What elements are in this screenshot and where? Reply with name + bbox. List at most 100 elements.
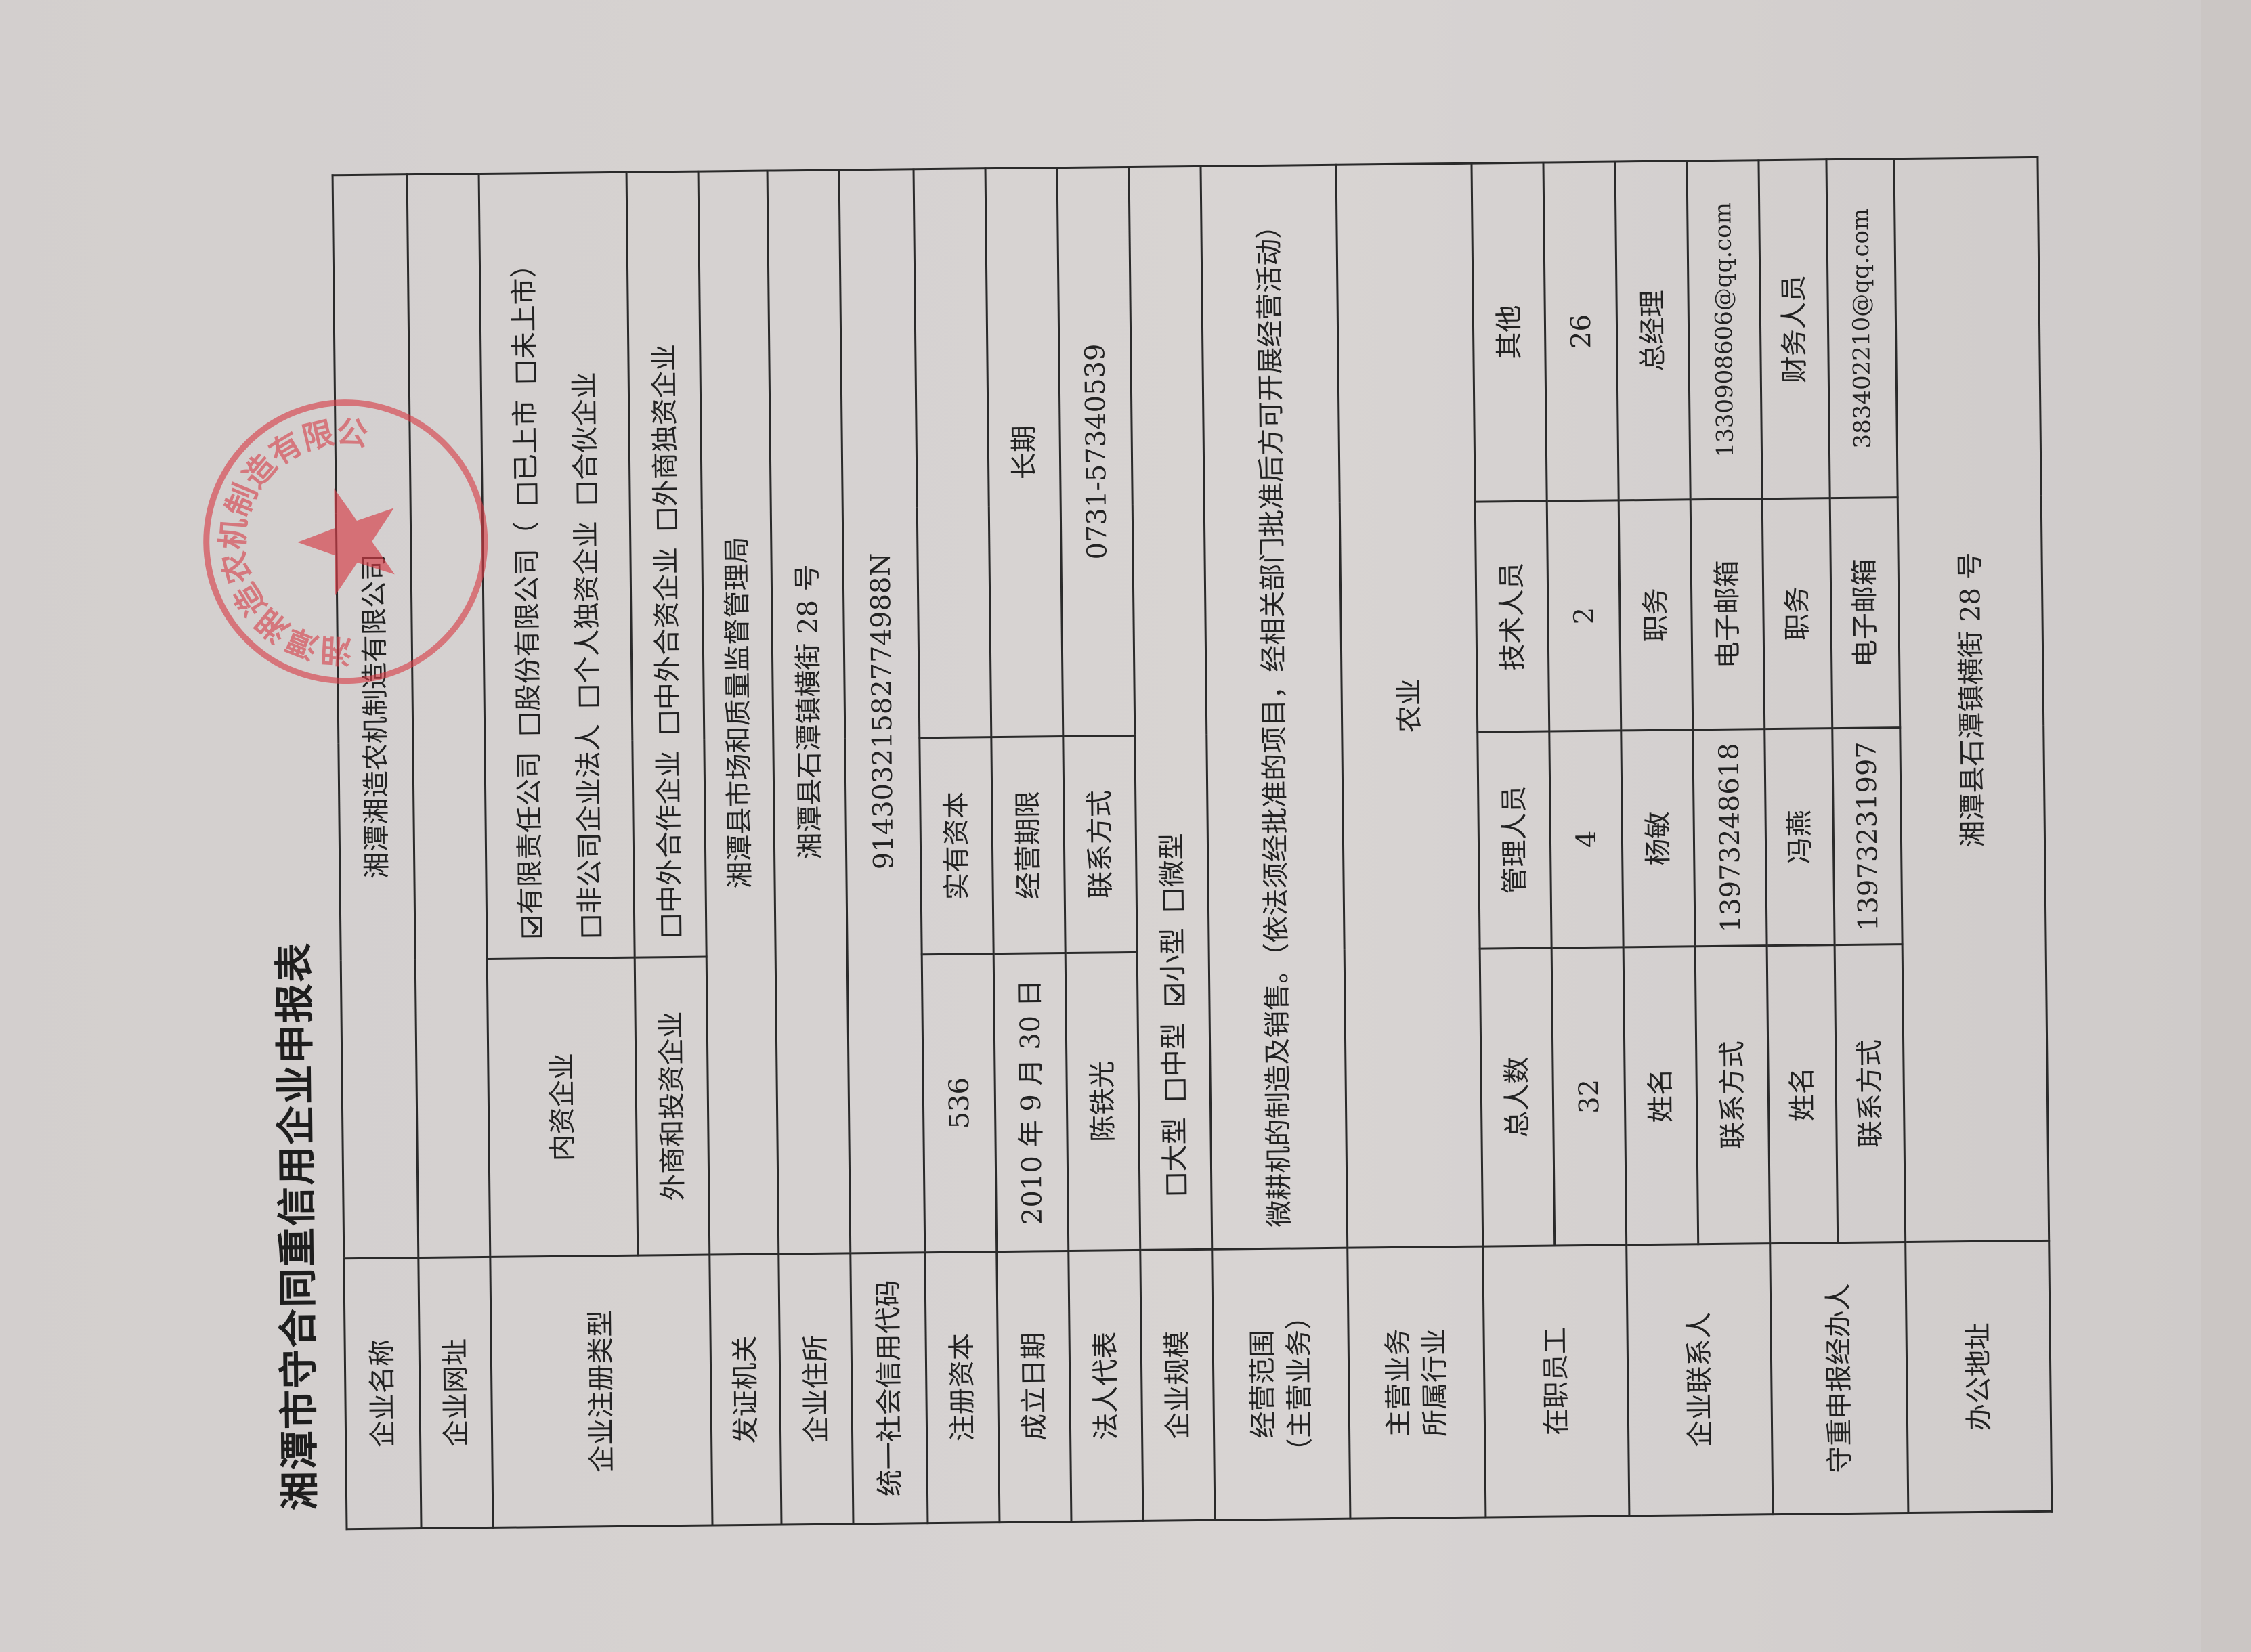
option-label: 中型 <box>1158 1022 1191 1077</box>
office-address-value: 湘潭县石潭镇横街 28 号 <box>1893 157 2049 1242</box>
label: 联系方式 <box>1695 945 1770 1244</box>
label: 办公地址 <box>1905 1240 2052 1513</box>
checkbox-option[interactable]: 有限责任公司 <box>513 752 546 938</box>
row-credit-code: 统一社会信用代码 91430321582774988N <box>839 169 928 1524</box>
label-sub: （主营业务） <box>1283 1302 1316 1466</box>
option-label: 微型 <box>1156 833 1188 888</box>
label-sub: 所属行业 <box>1419 1328 1451 1437</box>
label: 法人代表 <box>1068 1250 1143 1522</box>
option-label: 股份有限公司（ <box>511 521 544 712</box>
checkbox-icon[interactable] <box>580 916 601 937</box>
label-main: 经营范围 <box>1247 1330 1279 1439</box>
label: 企业联系人 <box>1626 1243 1773 1516</box>
sub-label: 外商和投资企业 <box>635 957 710 1256</box>
label: 联系方式 <box>1063 735 1138 953</box>
label: 统一社会信用代码 <box>850 1252 928 1524</box>
row-capital: 注册资本 536 实有资本 <box>914 168 1000 1523</box>
checkbox-icon[interactable] <box>660 915 681 936</box>
label: 经营期限 <box>991 736 1066 954</box>
row-scale: 企业规模 大型 中型 小型 微型 <box>1129 166 1215 1521</box>
checkbox-icon[interactable] <box>515 362 536 383</box>
sub-label: 内资企业 <box>487 957 638 1257</box>
label: 职务 <box>1762 498 1832 729</box>
label-main: 主营业务 <box>1382 1328 1415 1437</box>
label: 企业名称 <box>343 1257 422 1529</box>
label: 发证机关 <box>709 1253 781 1526</box>
capital-value: 536 <box>922 953 997 1253</box>
checkbox-icon[interactable] <box>519 714 540 735</box>
option-label: 外商独资企业 <box>648 343 682 507</box>
checked-box-icon[interactable] <box>1163 984 1184 1005</box>
applicant-phone: 13973231997 <box>1832 727 1903 945</box>
option-label: 中外合作企业 <box>652 749 686 913</box>
header-cell: 其他 <box>1471 162 1547 502</box>
label: 姓名 <box>1767 944 1838 1244</box>
checkbox-icon[interactable] <box>1165 1174 1186 1195</box>
label: 经营范围 （主营业务） <box>1212 1248 1350 1521</box>
option-label: 有限责任公司 <box>513 752 546 915</box>
checkbox-option[interactable]: 已上市 <box>510 399 542 504</box>
foreign-options: 中外合作企业中外合资企业外商独资企业 <box>626 171 707 958</box>
address-value: 湘潭县石潭镇横街 28 号 <box>767 169 851 1254</box>
label: 电子邮箱 <box>1690 498 1765 730</box>
founded-value: 2010 年 9 月 30 日 <box>993 953 1069 1252</box>
paper-background <box>0 0 2201 1652</box>
checkbox-option[interactable]: 股份有限公司（ <box>511 521 544 735</box>
checkbox-icon[interactable] <box>658 712 679 733</box>
label: 职务 <box>1618 499 1693 731</box>
label: 主营业务 所属行业 <box>1347 1246 1486 1519</box>
row-legal-rep: 法人代表 陈铁光 联系方式 0731-57340539 <box>1057 167 1143 1522</box>
label: 联系方式 <box>1835 944 1906 1243</box>
checkbox-option[interactable]: 大型 <box>1159 1117 1191 1195</box>
checkbox-option[interactable]: 小型 <box>1157 928 1189 1005</box>
checkbox-icon[interactable] <box>1165 1079 1186 1100</box>
label: 姓名 <box>1623 946 1698 1245</box>
applicant-title: 财务人员 <box>1758 159 1830 499</box>
row-contact-name: 企业联系人 姓名 杨敏 职务 总经理 <box>1614 160 1773 1516</box>
label: 电子邮箱 <box>1830 497 1900 729</box>
credit-code-value: 91430321582774988N <box>839 169 925 1253</box>
checkbox-icon[interactable] <box>576 483 597 504</box>
checkbox-icon[interactable] <box>656 508 677 530</box>
checkbox-option[interactable]: 非公司企业法人 <box>572 724 606 937</box>
row-employees-header: 在职员工 总人数 管理人员 技术人员 其他 <box>1471 162 1629 1518</box>
checkbox-icon[interactable] <box>578 686 599 707</box>
checkbox-icon[interactable] <box>1163 890 1184 911</box>
checkbox-option[interactable]: 中外合作企业 <box>653 750 686 936</box>
value-cell: 26 <box>1543 161 1619 502</box>
checked-box-icon[interactable] <box>521 917 542 938</box>
option-label: 非公司企业法人 <box>572 724 606 914</box>
checkbox-option[interactable]: 中外合资企业 <box>651 547 684 733</box>
row-business-scope: 经营范围 （主营业务） 微耕机的制造及销售。（依法须经批准的项目，经相关部门批准后… <box>1201 165 1350 1521</box>
label: 注册资本 <box>924 1251 1000 1523</box>
checkbox-option[interactable]: 合伙企业 <box>569 372 601 504</box>
term-value: 长期 <box>985 167 1063 737</box>
row-industry: 主营业务 所属行业 农业 <box>1335 163 1486 1519</box>
checkbox-option[interactable]: 微型 <box>1156 833 1188 911</box>
option-label: 已上市 <box>509 399 542 481</box>
checkbox-option[interactable]: 外商独资企业 <box>648 343 682 530</box>
option-label: 个人独资企业 <box>570 521 603 684</box>
applicant-name: 冯燕 <box>1764 728 1835 946</box>
industry-value: 农业 <box>1335 163 1483 1248</box>
checkbox-option[interactable]: 中型 <box>1158 1022 1190 1100</box>
label: 成立日期 <box>996 1251 1071 1523</box>
header-cell: 总人数 <box>1480 948 1555 1247</box>
scale-options: 大型中型小型微型 <box>1129 166 1212 1251</box>
row-website: 企业网址 <box>407 173 494 1529</box>
value-cell: 4 <box>1549 730 1624 949</box>
business-scope-value: 微耕机的制造及销售。（依法须经批准的项目，经相关部门批准后方可开展经营活动） <box>1201 165 1348 1250</box>
row-company-name: 企业名称 湘潭湘造农机制造有限公司 <box>333 174 422 1529</box>
label: 守重申报经办人 <box>1770 1242 1908 1515</box>
label: 企业规模 <box>1140 1249 1215 1521</box>
form-title: 湘潭市守合同重信用企业申报表 <box>271 941 324 1511</box>
checkbox-option[interactable]: 个人独资企业 <box>570 521 603 707</box>
label: 实有资本 <box>919 737 994 955</box>
checkbox-icon[interactable] <box>516 483 538 504</box>
header-cell: 管理人员 <box>1477 731 1552 949</box>
row-office: 办公地址 湘潭县石潭镇横街 28 号 <box>1893 157 2052 1513</box>
legal-rep-phone: 0731-57340539 <box>1057 167 1135 737</box>
option-label: 中外合资企业 <box>650 546 684 710</box>
checkbox-option[interactable]: 未上市） <box>508 251 540 383</box>
website-value <box>407 173 490 1258</box>
